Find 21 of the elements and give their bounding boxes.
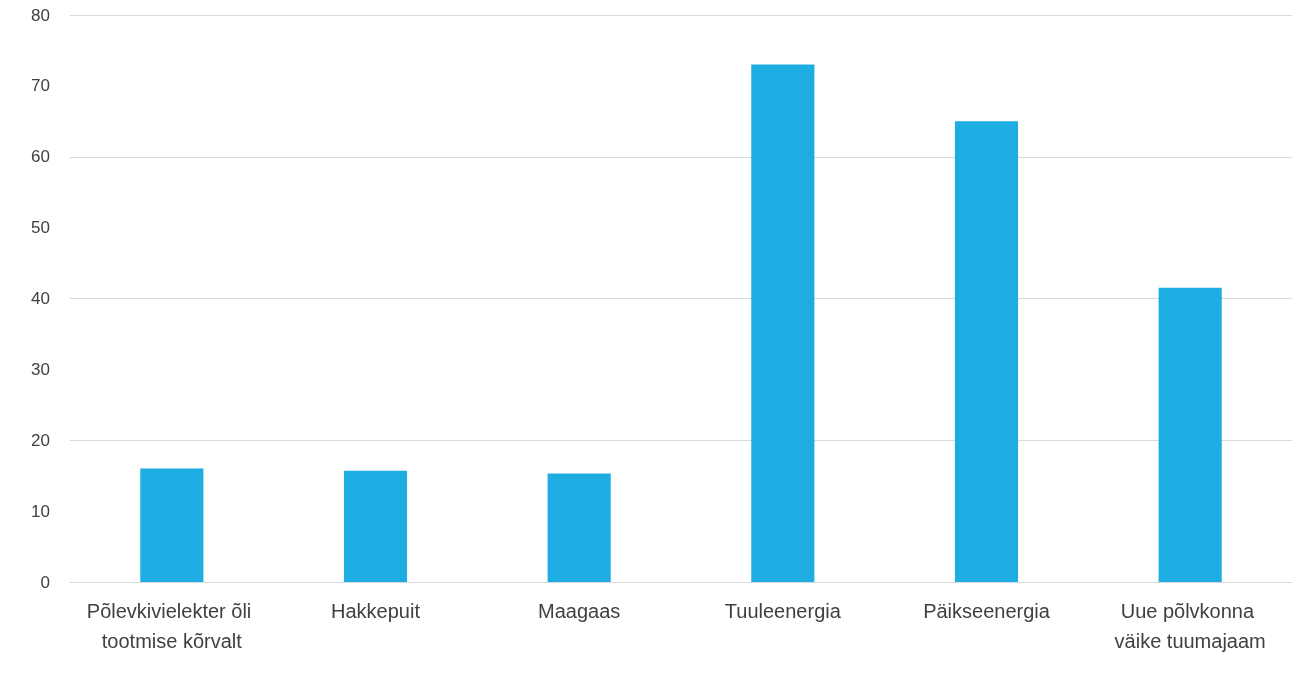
x-tick-label: Hakkepuit	[331, 600, 421, 622]
y-tick-label: 50	[31, 218, 50, 238]
bar	[140, 468, 204, 582]
x-tick-label: Maagaas	[538, 600, 621, 622]
y-tick-label: 20	[31, 430, 50, 450]
x-tick-label: Tuuleenergia	[724, 600, 842, 622]
x-tick-label: Uue põlvkonna väike tuumajaam	[1114, 600, 1266, 652]
bar	[547, 473, 611, 582]
y-tick-label: 70	[31, 76, 50, 96]
x-tick-label: Põlevkivielekter õli tootmise kõrvalt	[86, 600, 257, 652]
y-tick-label: 30	[31, 359, 50, 379]
bar	[343, 470, 408, 582]
y-tick-label: 0	[40, 572, 50, 592]
y-tick-label: 60	[31, 147, 50, 167]
y-tick-label: 10	[31, 501, 50, 521]
y-tick-label: 40	[31, 289, 50, 308]
bar	[1158, 287, 1222, 582]
x-tick-label: Päikseenergia	[923, 600, 1051, 622]
y-tick-label: 80	[31, 5, 50, 25]
bar	[954, 121, 1019, 582]
bar	[751, 64, 815, 582]
